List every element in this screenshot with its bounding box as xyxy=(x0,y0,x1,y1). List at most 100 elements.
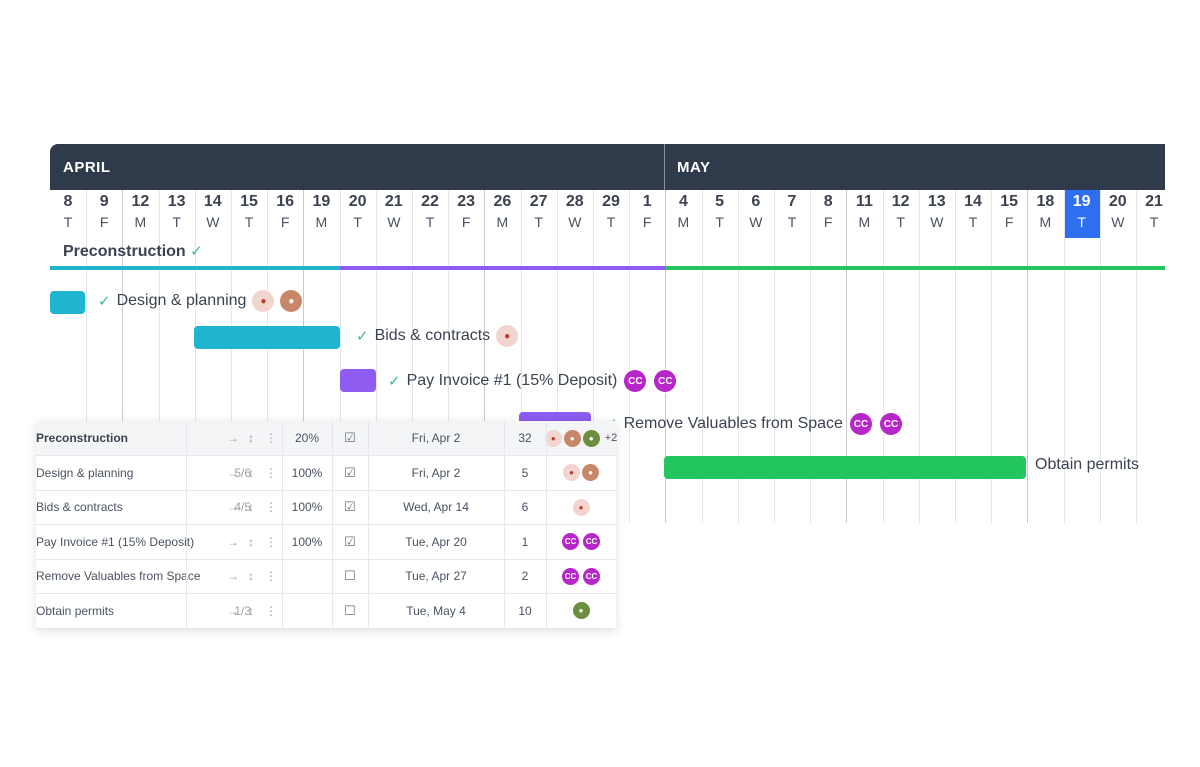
day-column-header[interactable]: 19 M xyxy=(303,190,339,238)
column-divider xyxy=(332,421,333,629)
arrow-icon[interactable]: → xyxy=(227,603,239,618)
cell-subtask-count: 1/3 xyxy=(234,603,251,618)
day-column-header[interactable]: 15 F xyxy=(991,190,1027,238)
avatar: ● xyxy=(582,464,599,481)
checkbox[interactable]: ☐ xyxy=(344,602,356,618)
gridline xyxy=(629,190,631,523)
day-column-header[interactable]: 15 T xyxy=(231,190,267,238)
arrow-icon[interactable]: → xyxy=(227,465,239,480)
gridline xyxy=(701,190,703,523)
gridline xyxy=(194,190,196,523)
table-row[interactable]: Remove Valuables from Space → ↕ ⋮ ☐ Tue, Apr … xyxy=(36,559,616,594)
cell-percent: 100% xyxy=(291,500,323,514)
day-column-header[interactable]: 19 T xyxy=(1063,190,1100,238)
more-menu-icon[interactable]: ⋮ xyxy=(265,534,277,549)
cell-duration: 1 xyxy=(521,534,529,549)
checkbox[interactable]: ☑ xyxy=(344,464,356,480)
drag-handle-icon[interactable]: ↕ xyxy=(248,465,254,480)
day-column-header[interactable]: 21 W xyxy=(376,190,412,238)
task-label-bids-contracts[interactable]: ✓ Bids & contracts ● xyxy=(356,325,519,347)
drag-handle-icon[interactable]: ↕ xyxy=(248,534,254,549)
gridline xyxy=(737,190,739,523)
cell-task-name: Bids & contracts xyxy=(36,500,123,514)
day-column-header[interactable]: 28 W xyxy=(557,190,593,238)
checkbox[interactable]: ☐ xyxy=(344,568,356,583)
day-column-header[interactable]: 16 F xyxy=(267,190,303,238)
task-bar-pay-invoice[interactable] xyxy=(340,369,376,392)
day-number: 13 xyxy=(927,193,946,210)
drag-handle-icon[interactable]: ↕ xyxy=(248,603,254,618)
more-assignees-count[interactable]: +2 xyxy=(604,432,618,444)
more-menu-icon[interactable]: ⋮ xyxy=(265,500,277,514)
day-column-header[interactable]: 23 F xyxy=(448,190,484,238)
day-column-header[interactable]: 20 W xyxy=(1100,190,1136,238)
day-column-header[interactable]: 13 T xyxy=(159,190,195,238)
checkbox[interactable]: ☑ xyxy=(344,430,356,445)
day-letter: T xyxy=(896,214,905,230)
day-column-header[interactable]: 12 M xyxy=(122,190,158,238)
day-letter: T xyxy=(534,214,543,230)
cell-date: Fri, Apr 2 xyxy=(411,431,461,445)
arrow-icon[interactable]: → xyxy=(227,431,239,445)
task-label-obtain-permits[interactable]: Obtain permits xyxy=(1035,456,1139,474)
cell-date: Tue, May 4 xyxy=(406,603,466,618)
day-number: 15 xyxy=(1000,193,1019,210)
checkbox[interactable]: ☑ xyxy=(344,533,356,549)
task-name: Design & planning xyxy=(116,292,247,309)
day-column-header[interactable]: 29 T xyxy=(593,190,629,238)
more-menu-icon[interactable]: ⋮ xyxy=(265,569,277,583)
day-number: 8 xyxy=(63,193,73,210)
task-bar-obtain-permits[interactable] xyxy=(664,456,1026,479)
gridline xyxy=(846,190,848,523)
table-row[interactable]: Pay Invoice #1 (15% Deposit) → ↕ ⋮ 100% ☑ Tue,… xyxy=(36,525,616,560)
task-bar-bids-contracts[interactable] xyxy=(194,326,340,349)
day-column-header[interactable]: 26 M xyxy=(484,190,520,238)
day-column-header[interactable]: 21 T xyxy=(1136,190,1165,238)
day-column-header[interactable]: 20 T xyxy=(340,190,376,238)
task-name: Bids & contracts xyxy=(374,327,491,344)
day-letter: T xyxy=(244,214,254,230)
arrow-icon[interactable]: → xyxy=(227,569,239,583)
task-label-pay-invoice[interactable]: ✓ Pay Invoice #1 (15% Deposit) CC CC xyxy=(388,369,678,393)
day-number: 26 xyxy=(493,193,512,210)
table-row[interactable]: Design & planning 5/6 → ↕ ⋮ 100% ☑ Fri, Apr 2 5 ●… xyxy=(36,456,616,491)
day-number: 21 xyxy=(1145,193,1163,210)
arrow-icon[interactable]: → xyxy=(227,534,239,549)
table-row[interactable]: Obtain permits 1/3 → ↕ ⋮ ☐ Tue, May 4 10 ● xyxy=(36,594,616,629)
task-label-design-planning[interactable]: ✓ Design & planning ● ● xyxy=(98,290,303,312)
day-column-header[interactable]: 13 W xyxy=(919,190,955,238)
more-menu-icon[interactable]: ⋮ xyxy=(265,465,277,480)
day-column-header[interactable]: 18 M xyxy=(1027,190,1063,238)
arrow-icon[interactable]: → xyxy=(227,500,239,514)
day-column-header[interactable]: 14 T xyxy=(955,190,991,238)
task-name: Pay Invoice #1 (15% Deposit) xyxy=(406,372,618,389)
drag-handle-icon[interactable]: ↕ xyxy=(248,431,254,445)
table-row[interactable]: Bids & contracts 4/5 → ↕ ⋮ 100% ☑ Wed, Apr 14 6 ● xyxy=(36,490,616,525)
drag-handle-icon[interactable]: ↕ xyxy=(248,500,254,514)
day-column-header[interactable]: 27 T xyxy=(521,190,557,238)
day-column-header[interactable]: 12 T xyxy=(883,190,919,238)
cell-date: Tue, Apr 27 xyxy=(405,569,467,583)
day-column-header[interactable]: 22 T xyxy=(412,190,448,238)
task-label-remove-valuables[interactable]: ✓ Remove Valuables from Space CC CC xyxy=(605,412,903,436)
day-number: 29 xyxy=(602,193,620,210)
group-title[interactable]: Preconstruction ✓ xyxy=(63,242,203,261)
table-row[interactable]: Preconstruction → ↕ ⋮ 20% ☑ Fri, Apr 2 32 ● ● ● +2 xyxy=(36,421,618,456)
avatar: ● xyxy=(572,602,590,619)
drag-handle-icon[interactable]: ↕ xyxy=(248,569,254,583)
more-menu-icon[interactable]: ⋮ xyxy=(265,431,277,445)
more-menu-icon[interactable]: ⋮ xyxy=(265,603,277,618)
day-number: 14 xyxy=(964,193,982,210)
day-column-header[interactable]: 14 W xyxy=(195,190,231,238)
day-column-header[interactable]: 11 M xyxy=(846,190,882,238)
checkbox[interactable]: ☑ xyxy=(344,499,356,514)
task-bar-design-planning[interactable] xyxy=(50,291,85,314)
